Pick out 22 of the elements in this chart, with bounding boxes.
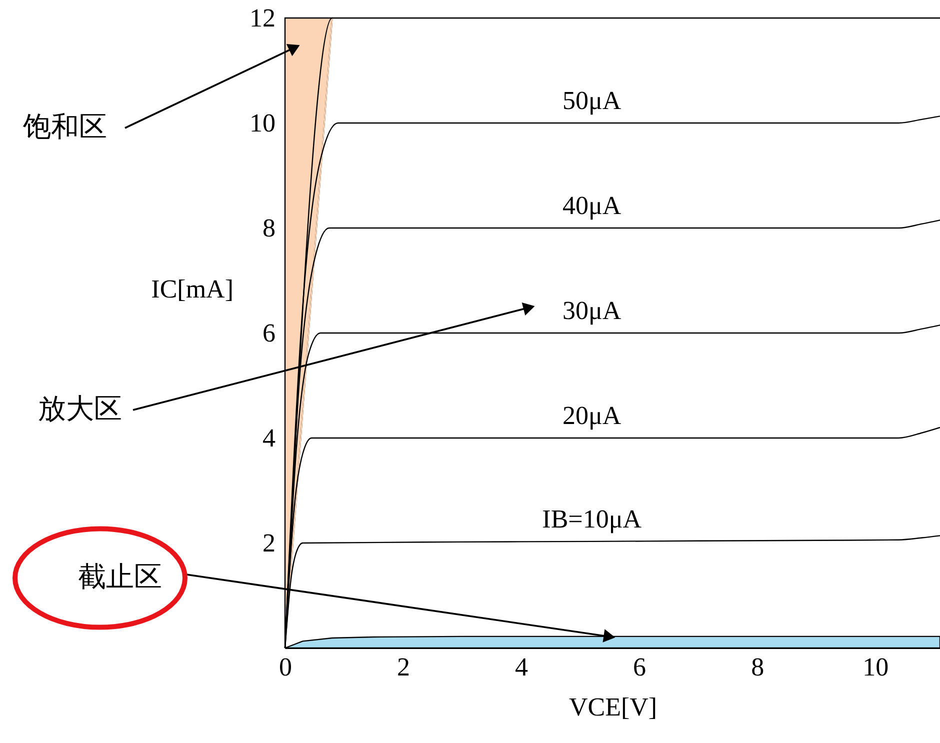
x-tick-label: 0 [279,652,292,682]
x-tick-label: 10 [862,652,889,682]
series-label: 20μA [562,401,622,430]
y-tick-label: 8 [262,214,276,242]
y-tick-label: 12 [250,4,276,32]
x-axis-title: VCE[V] [568,692,658,722]
series-label: 50μA [562,86,622,115]
y-tick-label: 2 [262,528,276,558]
text: 饱和区 [22,112,107,143]
series-label: IB=10μA [542,504,642,534]
text: 放大区 [38,394,122,425]
x-tick-label: 2 [397,652,410,682]
y-tick-label: 6 [262,318,276,348]
y-tick-label: 4 [262,424,276,452]
annotation: 截止区 [78,562,162,593]
y-axis-title: IC[mA] [151,274,234,304]
y-tick-label: 10 [250,108,276,138]
x-tick-label: 6 [633,652,646,682]
series-label: 40μA [562,191,622,220]
x-tick-label: 8 [751,652,764,682]
x-tick-label: 4 [515,652,528,682]
legend-label: 30μA [562,296,622,325]
